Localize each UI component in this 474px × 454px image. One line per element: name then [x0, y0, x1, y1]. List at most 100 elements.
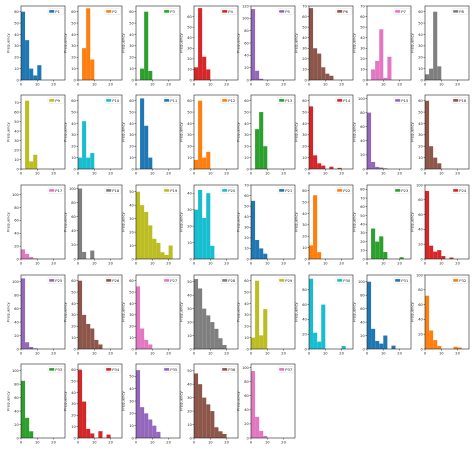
- histogram-bar: [82, 48, 87, 80]
- histogram-panel-p13: 0 10 20 0 10 20 30 40 50 60 Frequency P13: [236, 94, 296, 175]
- y-tick-label: 20: [244, 325, 249, 329]
- x-tick-label: 20: [166, 171, 171, 175]
- y-tick-label: 10: [187, 334, 192, 338]
- y-axis-label: Frequency: [410, 121, 415, 141]
- y-tick-label: 0: [132, 257, 135, 261]
- x-tick-label: 0: [193, 351, 196, 355]
- x-tick-label: 10: [208, 440, 213, 444]
- legend-box: [220, 187, 238, 194]
- legend-box: [451, 277, 469, 284]
- histogram-bar: [437, 250, 442, 259]
- y-axis-label: Frequency: [121, 301, 126, 321]
- legend-label: P32: [459, 278, 467, 283]
- y-tick-label: 100: [12, 369, 20, 373]
- legend-label: P3: [170, 9, 175, 14]
- x-tick-label: 20: [51, 351, 56, 355]
- y-tick-label: 60: [71, 279, 76, 283]
- legend-box: [162, 8, 180, 15]
- histogram-bar: [309, 106, 314, 169]
- y-tick-label: 30: [71, 133, 76, 137]
- y-tick-label: 40: [14, 33, 19, 37]
- histogram-bar: [210, 245, 215, 259]
- y-axis-label: Frequency: [294, 211, 299, 231]
- x-tick-label: 20: [455, 261, 460, 265]
- histogram-bar: [148, 157, 153, 169]
- histogram-bar: [317, 341, 322, 349]
- histogram-bar: [164, 254, 169, 259]
- histogram-bar: [317, 252, 322, 259]
- axes-frame: [77, 363, 123, 439]
- legend-label: P2: [112, 9, 117, 14]
- x-tick-label: 20: [224, 440, 229, 444]
- x-tick-label: 10: [92, 351, 97, 355]
- histogram-bar: [198, 288, 203, 349]
- y-axis-label: Frequency: [121, 211, 126, 231]
- y-tick-label: 60: [360, 307, 365, 311]
- x-tick-label: 20: [281, 82, 286, 86]
- histogram-panel-p7: 0 10 20 0 10 20 30 40 50 60 70 Frequency P7: [352, 4, 412, 86]
- histogram-panel-p17: 0 10 20 0 20 40 60 80 100 Frequency P17: [6, 184, 66, 265]
- legend-label: P11: [170, 98, 178, 103]
- y-tick-label: 0: [305, 347, 308, 351]
- histogram-panel-p15: 0 10 20 0 20 40 60 80 100 Frequency P15: [352, 94, 412, 175]
- x-tick-label: 0: [250, 82, 253, 86]
- y-tick-label: 20: [129, 56, 134, 60]
- legend-swatch: [106, 279, 112, 282]
- histogram-bar: [198, 189, 203, 259]
- y-tick-label: 60: [187, 99, 192, 103]
- y-axis-label: Frequency: [410, 301, 415, 321]
- y-tick-label: 50: [244, 290, 249, 294]
- x-tick-label: 20: [397, 82, 402, 86]
- x-tick-label: 10: [35, 440, 40, 444]
- y-tick-label: 0: [363, 347, 366, 351]
- legend-swatch: [164, 99, 170, 102]
- legend-box: [47, 8, 65, 15]
- legend-label: P35: [170, 367, 178, 372]
- histogram-bar: [214, 328, 219, 349]
- histogram-bar: [399, 257, 404, 259]
- histogram-panel-p33: 0 10 20 0 20 40 60 80 100 Frequency P33: [6, 363, 66, 444]
- histogram-bar: [156, 431, 161, 438]
- y-tick-label: 40: [71, 391, 76, 395]
- legend-swatch: [395, 10, 401, 13]
- y-tick-label: 30: [129, 399, 134, 403]
- y-tick-label: 50: [418, 110, 423, 114]
- histogram-bar: [160, 252, 165, 259]
- legend-label: P34: [112, 367, 120, 372]
- y-tick-label: 100: [12, 280, 20, 284]
- y-axis-label: Frequency: [179, 390, 184, 410]
- y-tick-label: 10: [302, 246, 307, 250]
- y-tick-label: 10: [418, 156, 423, 160]
- y-tick-label: 50: [129, 21, 134, 25]
- y-tick-label: 10: [187, 423, 192, 427]
- y-tick-label: 0: [190, 347, 193, 351]
- histogram-bar: [391, 345, 396, 349]
- axes-frame: [193, 274, 239, 350]
- histogram-bar: [429, 146, 434, 169]
- x-tick-label: 10: [208, 351, 213, 355]
- legend-box: [220, 277, 238, 284]
- histogram-bar: [82, 251, 87, 259]
- y-tick-label: 50: [71, 110, 76, 114]
- histogram-bar: [210, 322, 215, 349]
- histogram-bar: [148, 70, 153, 80]
- y-tick-label: 20: [360, 334, 365, 338]
- y-tick-label: 80: [302, 288, 307, 292]
- y-axis-label: Frequency: [294, 301, 299, 321]
- histogram-bar: [144, 11, 149, 81]
- axes-frame: [135, 184, 181, 260]
- histogram-bar: [371, 228, 376, 259]
- axes-frame: [366, 5, 412, 81]
- y-tick-label: 60: [302, 99, 307, 103]
- histogram-bar: [222, 433, 227, 438]
- histogram-bar: [379, 343, 384, 349]
- y-tick-label: 30: [71, 44, 76, 48]
- legend-label: P29: [285, 278, 293, 283]
- histogram-bar: [383, 77, 388, 80]
- y-axis-label: Frequency: [6, 32, 11, 52]
- histogram-bar: [86, 323, 91, 349]
- y-tick-label: 80: [244, 29, 249, 33]
- y-tick-label: 60: [14, 396, 19, 400]
- x-tick-label: 10: [265, 440, 270, 444]
- legend-box: [335, 277, 353, 284]
